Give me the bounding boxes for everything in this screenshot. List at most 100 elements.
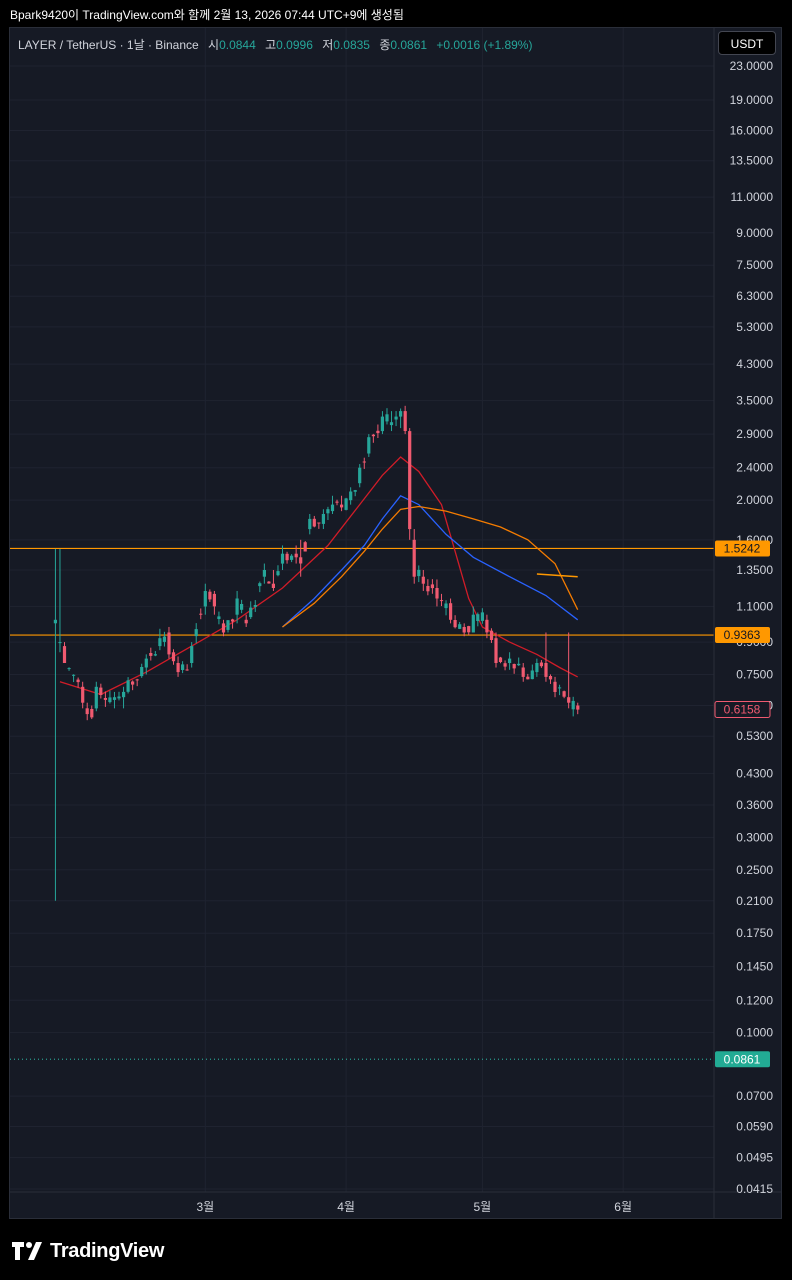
- candle-body: [144, 658, 148, 668]
- price-tick-label: 0.2500: [736, 863, 773, 877]
- candle-body: [453, 620, 457, 628]
- price-label-box: [715, 540, 770, 557]
- price-tick-label: 1.3500: [736, 563, 773, 577]
- candle-body: [72, 674, 76, 676]
- price-tick-label: 2.0000: [736, 493, 773, 507]
- candle-body: [376, 430, 380, 434]
- trend-segment: [536, 573, 578, 578]
- symbol-legend: LAYER / TetherUS · 1날 · Binance 시0.0844 …: [18, 36, 532, 53]
- candle-body: [576, 705, 580, 710]
- candle-body: [458, 624, 462, 629]
- open-label: 시: [208, 38, 220, 52]
- moving-average-line: [282, 494, 579, 628]
- price-tick-label: 0.2100: [736, 894, 773, 908]
- candle-body: [512, 664, 516, 669]
- high-label: 고: [265, 38, 277, 52]
- price-tick-label: 16.0000: [730, 124, 774, 138]
- price-tick-label: 0.3600: [736, 798, 773, 812]
- candle-body: [517, 663, 521, 666]
- candle-body: [171, 652, 176, 662]
- candle-body: [208, 591, 212, 600]
- candle-body: [217, 616, 221, 619]
- candle-body: [94, 686, 98, 709]
- candle-body: [426, 586, 430, 592]
- symbol-name[interactable]: LAYER / TetherUS · 1날 · Binance: [18, 38, 199, 52]
- candle-body: [85, 708, 89, 715]
- price-tick-label: 5.3000: [736, 320, 773, 334]
- last-price-box: [714, 701, 771, 719]
- candle-body: [385, 414, 389, 422]
- candle-body: [480, 612, 484, 621]
- candle-body: [430, 584, 434, 589]
- candle-body: [467, 626, 471, 633]
- candle-body: [235, 598, 239, 615]
- candle-body: [244, 619, 248, 624]
- currency-button[interactable]: USDT: [718, 31, 776, 55]
- candle-body: [190, 646, 194, 663]
- candle-body: [553, 681, 557, 692]
- candle-body: [149, 653, 153, 656]
- candle-body: [181, 664, 185, 670]
- candle-body: [326, 509, 330, 514]
- candle-body: [471, 614, 475, 633]
- candle-body: [526, 676, 530, 680]
- candle-body: [185, 669, 189, 671]
- candle-body: [253, 605, 257, 607]
- candle-body: [276, 571, 280, 576]
- candle-body: [194, 629, 198, 637]
- candle-body: [330, 504, 335, 512]
- price-tick-label: 0.1000: [736, 1026, 773, 1040]
- candle-body: [90, 709, 94, 718]
- price-tick-label: 0.1750: [736, 926, 773, 940]
- tradingview-logo[interactable]: TradingView: [12, 1238, 164, 1264]
- candle-body: [122, 691, 126, 698]
- candle-body: [271, 583, 275, 588]
- candle-body: [308, 518, 312, 530]
- candle-body: [303, 542, 307, 552]
- high-value: 0.0996: [276, 38, 313, 52]
- candle-body: [417, 569, 421, 577]
- candle-body: [394, 416, 398, 420]
- candle-body: [558, 687, 562, 689]
- candle-body: [162, 636, 166, 642]
- close-label: 종: [379, 38, 391, 52]
- candle-body: [571, 700, 575, 710]
- price-tick-label: 0.0700: [736, 1089, 773, 1103]
- candle-body: [131, 681, 135, 685]
- candle-body: [135, 679, 139, 681]
- price-tick-label: 0.1200: [736, 993, 773, 1007]
- price-tick-label: 4.3000: [736, 357, 773, 371]
- candle-body: [439, 600, 444, 602]
- candle-body: [408, 431, 412, 530]
- price-tick-label: 13.5000: [730, 154, 774, 168]
- axes: 23.0000 19.0000 16.0000 13.5000 11.0000 9.000…: [10, 28, 781, 1218]
- candle-body: [521, 667, 525, 677]
- candle-body: [108, 697, 112, 703]
- candle-body: [112, 697, 117, 700]
- candle-body: [312, 518, 316, 527]
- price-tick-label: 23.0000: [730, 59, 774, 73]
- candle-body: [371, 434, 375, 437]
- price-tick-label: 0.5300: [736, 729, 773, 743]
- candle-body: [158, 638, 162, 647]
- candle-body: [140, 667, 144, 677]
- candle-body: [562, 691, 566, 697]
- price-tick-label: 0.1450: [736, 960, 773, 974]
- candle-body: [290, 555, 294, 560]
- candle-body: [294, 553, 298, 558]
- candle-body: [548, 676, 553, 680]
- chart-frame[interactable]: [9, 27, 782, 1219]
- time-tick-label: 4월: [337, 1200, 355, 1214]
- price-tick-label: 0.0415: [736, 1182, 773, 1196]
- candle-body: [340, 504, 344, 508]
- candle-body: [153, 654, 157, 656]
- price-tick-label: 11.0000: [731, 190, 774, 204]
- candle-body: [76, 679, 80, 683]
- candle-body: [494, 638, 498, 663]
- candle-body: [539, 662, 543, 667]
- candle-body: [389, 422, 394, 426]
- candle-body: [258, 583, 262, 587]
- candle-body: [444, 603, 448, 609]
- tradingview-logo-icon: [12, 1242, 42, 1260]
